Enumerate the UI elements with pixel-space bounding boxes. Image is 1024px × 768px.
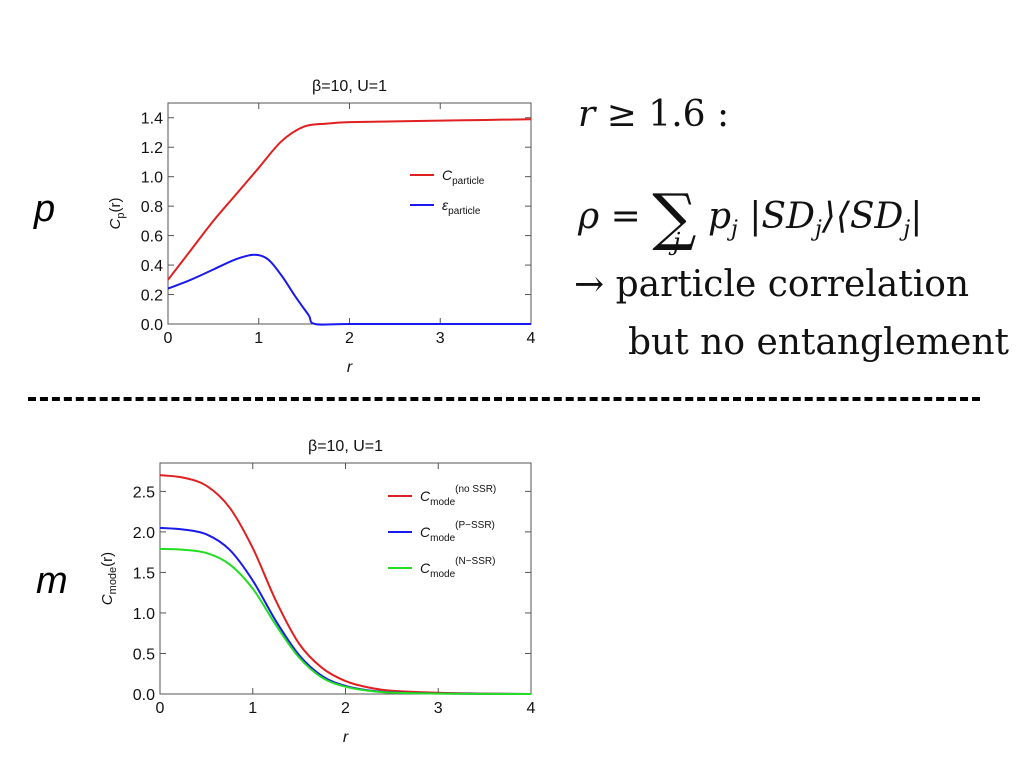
- equation-particle-correlation: → particle correlation: [574, 264, 970, 305]
- x-tick-label: 1: [248, 700, 257, 717]
- equals-sign: =: [610, 196, 641, 237]
- condition-r: r: [578, 94, 596, 135]
- sum-symbol: ∑: [652, 180, 697, 253]
- x-tick-label: 2: [345, 330, 354, 347]
- y-tick-label: 2.0: [133, 525, 155, 542]
- legend-label-0: Cmode(no SSR): [420, 484, 496, 508]
- panel-label-m: m: [36, 560, 68, 602]
- series-line-2: [159, 547, 532, 695]
- x-tick-label: 1: [254, 330, 263, 347]
- series-line-1: [167, 253, 531, 326]
- closing-bar: |: [910, 196, 923, 237]
- y-tick-label: 2.5: [133, 484, 155, 501]
- condition-op: ≥: [606, 94, 637, 135]
- legend-label-1: Cmode(P−SSR): [420, 520, 495, 544]
- x-tick-label: 4: [527, 700, 536, 717]
- p-subscript: j: [731, 217, 738, 243]
- x-tick-label: 3: [436, 330, 445, 347]
- y-tick-label: 1.0: [133, 606, 155, 623]
- y-axis-label: Cp(r): [107, 198, 127, 230]
- plot-frame: [159, 462, 532, 695]
- x-tick-label: 0: [156, 700, 165, 717]
- x-tick-label: 3: [434, 700, 443, 717]
- condition-value: 1.6 :: [648, 94, 730, 135]
- y-tick-label: 0.5: [133, 646, 155, 663]
- chart-p: β=10, U=1 0 1 2 3 4 0.0 0.2 0.4 0.6 0.8 1.0 1.2 1.4 r C…: [107, 78, 536, 376]
- y-tick-label: 0.0: [141, 317, 163, 334]
- p-symbol: p: [707, 196, 732, 237]
- y-tick-label: 0.6: [141, 229, 163, 246]
- x-tick-label: 0: [164, 330, 173, 347]
- equation-no-entanglement: but no entanglement: [628, 322, 1010, 363]
- series-line-0: [167, 118, 532, 281]
- x-axis-label: r: [347, 359, 353, 376]
- y-tick-label: 1.5: [133, 565, 155, 582]
- panel-label-p: p: [34, 188, 56, 230]
- bra-subscript: j: [903, 217, 911, 243]
- y-tick-label: 0.8: [141, 199, 163, 216]
- chart-title: β=10, U=1: [308, 438, 383, 455]
- equation-condition: r ≥ 1.6 :: [578, 94, 729, 135]
- bra-symbol: ⟩⟨SD: [821, 196, 904, 237]
- y-tick-label: 0.0: [133, 687, 155, 704]
- y-tick-label: 1.2: [141, 140, 163, 157]
- equation-density-matrix: ρ = ∑ pj |SDj⟩⟨SDj|: [578, 170, 923, 253]
- section-divider: [28, 397, 980, 401]
- rho-symbol: ρ: [578, 196, 600, 237]
- x-axis-label: r: [343, 729, 349, 746]
- y-tick-label: 0.2: [141, 288, 163, 305]
- series-line-0: [159, 474, 532, 695]
- y-tick-label: 1.0: [141, 170, 163, 187]
- chart-title: β=10, U=1: [312, 78, 387, 95]
- legend-label-2: Cmode(N−SSR): [420, 556, 495, 580]
- x-tick-label: 2: [341, 700, 350, 717]
- legend-label-0: Cparticle: [442, 167, 485, 187]
- ket-subscript: j: [814, 217, 822, 243]
- legend-label-1: εparticle: [442, 197, 481, 217]
- series-line-1: [159, 526, 532, 695]
- ket-symbol: |SD: [749, 196, 815, 237]
- sum-index: j: [673, 228, 681, 256]
- x-tick-label: 4: [527, 330, 536, 347]
- chart-m: β=10, U=1 0 1 2 3 4 0.0 0.5 1.0 1.5 2.0 2.5 r Cmode(r…: [99, 438, 536, 746]
- y-axis-label: Cmode(r): [99, 552, 119, 605]
- y-tick-label: 1.4: [141, 111, 163, 128]
- y-tick-label: 0.4: [141, 258, 163, 275]
